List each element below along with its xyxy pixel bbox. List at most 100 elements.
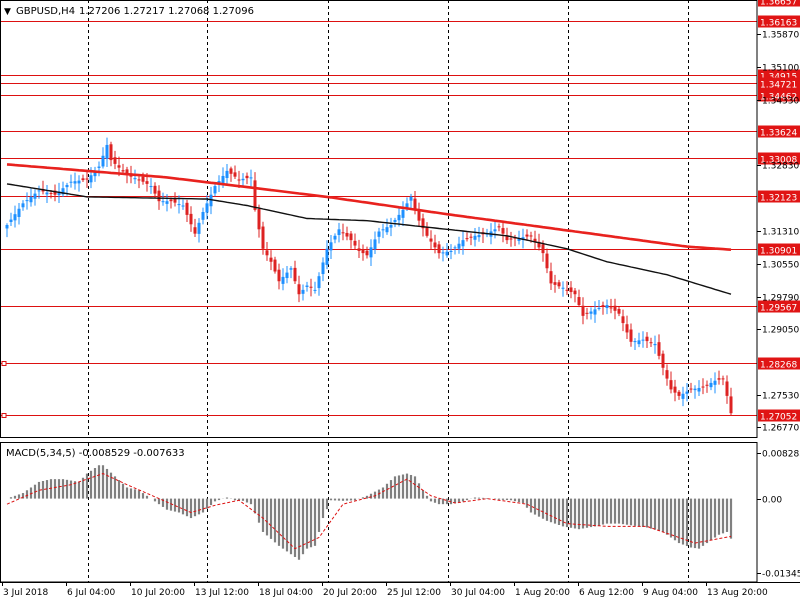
level-price-tag-label: 1.33624 bbox=[760, 129, 797, 139]
candle-body bbox=[369, 247, 373, 258]
candle-body bbox=[605, 305, 609, 309]
time-axis-tick-label: 9 Aug 04:00 bbox=[643, 588, 698, 598]
candle-body bbox=[317, 276, 321, 289]
price-axis-tick-label: 1.34330 bbox=[762, 97, 799, 107]
level-price-tag bbox=[758, 0, 800, 7]
candle-body bbox=[493, 229, 497, 232]
candle-body bbox=[573, 290, 577, 295]
candle-body bbox=[105, 144, 109, 159]
candle-body bbox=[133, 178, 137, 180]
candle-body bbox=[397, 214, 401, 221]
candle-body bbox=[549, 271, 553, 284]
candle-body bbox=[321, 262, 325, 275]
level-price-tag bbox=[758, 89, 800, 102]
candle-body bbox=[225, 170, 229, 179]
candle-body bbox=[653, 343, 657, 346]
candle-body bbox=[465, 238, 469, 240]
time-axis-tick-label: 20 Jul 20:00 bbox=[323, 588, 377, 598]
candle-body bbox=[649, 342, 653, 344]
time-axis-tick-label: 10 Jul 20:00 bbox=[131, 588, 185, 598]
candle-body bbox=[21, 203, 25, 208]
candle-body bbox=[341, 232, 345, 234]
candle-body bbox=[661, 353, 665, 368]
candle-body bbox=[469, 236, 473, 238]
level-price-tag-label: 1.34462 bbox=[760, 93, 797, 103]
candle-body bbox=[597, 307, 601, 309]
candle-body bbox=[169, 199, 173, 202]
candle-body bbox=[53, 190, 57, 195]
candle-body bbox=[333, 235, 337, 240]
candle-body bbox=[617, 308, 621, 314]
candle-body bbox=[525, 234, 529, 237]
candle-body bbox=[713, 380, 717, 385]
candle-body bbox=[565, 289, 569, 291]
candle-body bbox=[577, 297, 581, 306]
candle-body bbox=[357, 248, 361, 251]
labels-layer: ▼ GBPUSD,H4 1.27206 1.27217 1.27068 1.27… bbox=[4, 6, 254, 459]
symbol-dropdown-icon[interactable]: ▼ bbox=[4, 7, 11, 17]
candle-body bbox=[189, 213, 193, 225]
level-price-tag-label: 1.36163 bbox=[760, 19, 797, 29]
level-price-tag bbox=[758, 125, 800, 138]
candle-body bbox=[265, 250, 269, 256]
ohlc-readout: 1.27206 1.27217 1.27068 1.27096 bbox=[79, 6, 254, 17]
candle-body bbox=[325, 248, 329, 265]
moving-averages-layer bbox=[6, 163, 732, 295]
price-axis-tick-label: 1.30550 bbox=[762, 261, 799, 271]
candle-body bbox=[285, 272, 289, 279]
candle-body bbox=[517, 237, 521, 241]
price-axis-tick-label: 1.26770 bbox=[762, 424, 799, 434]
candle-body bbox=[593, 309, 597, 315]
candle-body bbox=[145, 181, 149, 184]
level-anchor-handle[interactable] bbox=[1, 413, 7, 418]
candle-body bbox=[293, 267, 297, 282]
level-price-tag-label: 1.28268 bbox=[760, 361, 797, 371]
candle-body bbox=[73, 181, 77, 184]
level-price-tag bbox=[758, 409, 800, 422]
candle-body bbox=[113, 157, 117, 164]
candle-body bbox=[689, 388, 693, 390]
candle-body bbox=[629, 329, 633, 342]
candle-body bbox=[157, 190, 161, 202]
candle-body bbox=[437, 244, 441, 254]
candle-body bbox=[165, 201, 169, 204]
candle-body bbox=[429, 238, 433, 242]
macd-axis-tick-label: 0.008285 bbox=[762, 450, 800, 460]
level-price-tag-label: 1.27052 bbox=[760, 413, 797, 423]
time-axis-tick-label: 3 Jul 2018 bbox=[3, 588, 48, 598]
candle-body bbox=[669, 380, 673, 390]
level-anchor-handle[interactable] bbox=[1, 361, 7, 366]
candle-body bbox=[277, 269, 281, 282]
time-axis-tick-label: 6 Jul 04:00 bbox=[67, 588, 116, 598]
grid-layer bbox=[88, 0, 689, 582]
candle-body bbox=[153, 185, 157, 194]
level-price-tag bbox=[758, 152, 800, 165]
candle-body bbox=[393, 219, 397, 222]
price-axis-tick-label: 1.29790 bbox=[762, 294, 799, 304]
candle-body bbox=[281, 276, 285, 284]
candle-body bbox=[701, 386, 705, 388]
candle-body bbox=[17, 208, 21, 217]
candle-body bbox=[353, 240, 357, 246]
candle-body bbox=[381, 229, 385, 231]
candle-body bbox=[57, 191, 61, 196]
candle-body bbox=[61, 188, 65, 195]
candle-body bbox=[413, 198, 417, 209]
candle-body bbox=[613, 305, 617, 311]
level-price-tag-label: 1.32123 bbox=[760, 194, 797, 204]
moving-average-fast-line bbox=[6, 183, 732, 295]
candle-body bbox=[97, 166, 101, 168]
candle-body bbox=[253, 180, 257, 210]
macd-signal-line bbox=[6, 473, 732, 550]
candle-body bbox=[421, 218, 425, 229]
level-price-tag-label: 1.36657 bbox=[760, 0, 797, 8]
candle-body bbox=[705, 384, 709, 386]
candle-body bbox=[137, 179, 141, 181]
candle-body bbox=[345, 232, 349, 237]
candle-body bbox=[9, 219, 13, 222]
candles-layer bbox=[5, 137, 733, 416]
level-price-tag bbox=[758, 77, 800, 90]
candle-body bbox=[229, 168, 233, 174]
